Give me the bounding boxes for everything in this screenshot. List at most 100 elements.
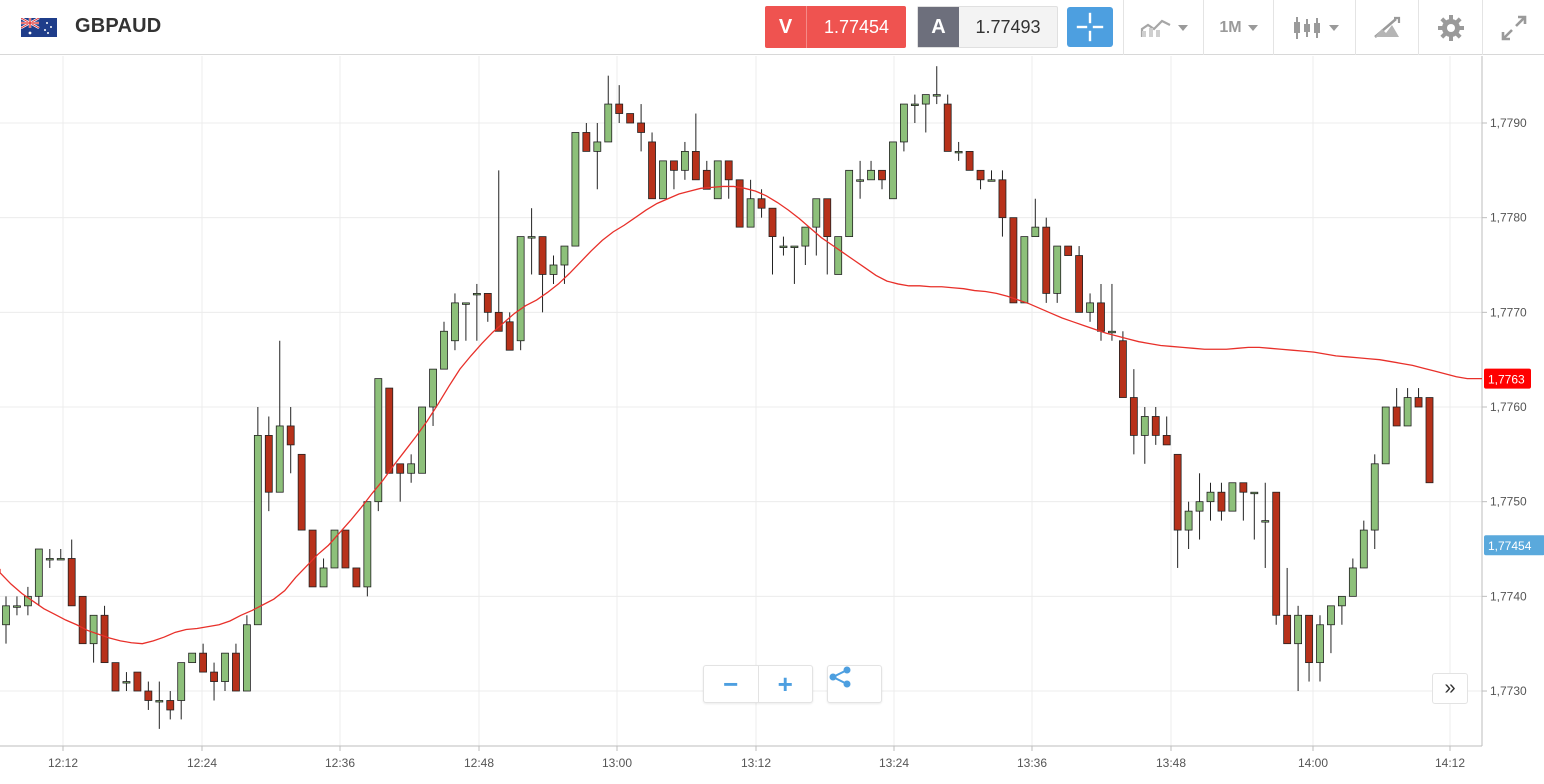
chart-type-menu[interactable] — [1123, 0, 1203, 55]
candle-down — [385, 387, 394, 474]
x-tick-label: 13:48 — [1156, 756, 1186, 770]
candle-up — [1184, 510, 1193, 531]
x-tick-label: 14:12 — [1435, 756, 1465, 770]
x-tick-label: 13:00 — [602, 756, 632, 770]
candle-up — [1031, 226, 1040, 238]
candle-down — [1075, 255, 1083, 313]
candle-down — [702, 169, 711, 190]
candle-up — [516, 236, 525, 342]
candle-up — [418, 406, 427, 474]
candle-down — [67, 558, 76, 607]
candle-up — [954, 151, 963, 154]
candle-up — [834, 236, 843, 275]
candle-up — [440, 330, 448, 370]
candle-down — [341, 529, 350, 569]
candle-up — [253, 435, 262, 626]
candle-down — [308, 529, 317, 588]
candle-up — [932, 94, 941, 97]
buy-button[interactable]: A 1.77493 — [917, 6, 1058, 48]
candle-up — [1108, 330, 1116, 334]
candle-down — [1151, 416, 1160, 436]
candle-down — [943, 103, 952, 152]
candle-down — [768, 207, 777, 238]
y-tick-label: 1,7750 — [1490, 495, 1527, 509]
candle-up — [472, 293, 481, 296]
candle-down — [1217, 491, 1226, 512]
candle-down — [1042, 226, 1051, 294]
candle-down — [1009, 217, 1018, 304]
y-tick-label: 1,7740 — [1490, 589, 1527, 603]
candle-up — [451, 302, 459, 342]
price-label-box — [1484, 368, 1531, 389]
candle-up — [23, 595, 32, 607]
x-tick-label: 13:36 — [1017, 756, 1047, 770]
drawing-tools-icon — [1374, 16, 1401, 38]
price-chart[interactable]: 1,7790 1,7780 1,7770 1,7760 1,7750 1,7740 1,77… — [0, 56, 1544, 784]
candle-down — [965, 151, 974, 171]
candle-down — [998, 179, 1007, 219]
candle-up — [330, 529, 339, 569]
share-icon — [829, 666, 851, 688]
candle-down — [264, 435, 273, 493]
instrument-symbol[interactable]: GBPAUD — [75, 15, 162, 37]
candle-down — [1392, 406, 1401, 427]
crosshair-button[interactable] — [1067, 7, 1113, 47]
candle-down — [1097, 302, 1105, 332]
candle-down — [494, 311, 503, 332]
x-tick-label: 13:12 — [741, 756, 771, 770]
x-tick-label: 12:36 — [325, 756, 355, 770]
zoom-in-button[interactable]: + — [757, 666, 813, 702]
candle-up — [1327, 605, 1335, 626]
fullscreen-button[interactable] — [1482, 0, 1544, 55]
sell-button[interactable]: V 1.77454 — [765, 6, 906, 48]
candle-up — [1195, 501, 1204, 512]
candle-up — [910, 103, 919, 106]
candle-up — [801, 226, 810, 247]
indicators-menu[interactable] — [1273, 0, 1355, 55]
candle-up — [363, 501, 372, 588]
x-tick-label: 12:12 — [48, 756, 78, 770]
candlestick-chart-svg[interactable]: 1,7790 1,7780 1,7770 1,7760 1,7750 1,7740 1,77… — [0, 56, 1544, 784]
candle-up — [1338, 595, 1346, 607]
candle-up — [1403, 397, 1412, 427]
share-button[interactable] — [827, 665, 882, 703]
candle-up — [89, 614, 98, 645]
zoom-out-button[interactable]: − — [723, 668, 739, 699]
candle-up — [1053, 245, 1062, 294]
candle-down — [1272, 491, 1281, 616]
candle-up — [1020, 236, 1029, 304]
candle-up — [1140, 416, 1149, 436]
candle-up — [746, 198, 755, 228]
x-tick-label: 12:24 — [187, 756, 217, 770]
candle-down — [1305, 614, 1313, 664]
candle-up — [900, 103, 908, 143]
candle-down — [1414, 397, 1423, 408]
candle-down — [1283, 614, 1292, 645]
candle-down — [757, 198, 766, 209]
candle-down — [582, 132, 591, 152]
candle-up — [921, 94, 930, 105]
candle-up — [1250, 491, 1259, 495]
settings-button[interactable] — [1418, 0, 1482, 55]
x-tick-label: 13:24 — [879, 756, 909, 770]
x-tick-label: 14:00 — [1298, 756, 1328, 770]
sell-label: V — [765, 6, 807, 48]
candle-up — [867, 169, 875, 181]
drawing-tools-button[interactable] — [1355, 0, 1418, 55]
candle-up — [155, 700, 164, 703]
moving-average-line — [0, 185, 1482, 645]
candle-down — [626, 113, 635, 124]
zoom-controls: − + — [703, 665, 813, 703]
candle-down — [648, 141, 656, 200]
candle-down — [232, 652, 240, 692]
candle-up — [319, 567, 328, 588]
candle-up — [1206, 491, 1215, 503]
timeframe-menu[interactable]: 1M — [1203, 0, 1273, 55]
candle-down — [199, 652, 208, 673]
candle-up — [571, 132, 580, 247]
candle-down — [210, 671, 218, 682]
indicators-icon — [1293, 16, 1320, 39]
scroll-to-latest-button[interactable]: » — [1432, 673, 1468, 704]
candle-down — [505, 321, 514, 351]
candle-down — [133, 671, 142, 692]
